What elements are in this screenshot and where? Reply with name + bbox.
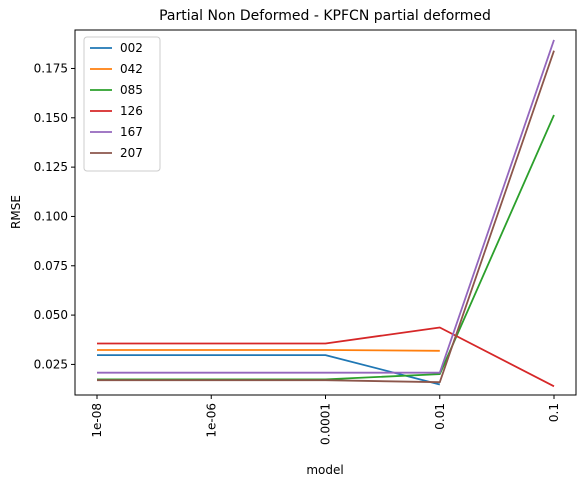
y-axis-label: RMSE — [9, 195, 23, 229]
y-tick-label: 0.150 — [34, 111, 68, 125]
legend-label: 167 — [120, 125, 143, 139]
y-tick-label: 0.050 — [34, 308, 68, 322]
x-tick-label: 0.01 — [433, 403, 447, 430]
x-tick-label: 1e-08 — [90, 403, 104, 438]
series-line-002 — [97, 354, 441, 386]
legend-label: 126 — [120, 104, 143, 118]
legend-box — [83, 36, 161, 172]
series-line-042 — [97, 349, 440, 352]
y-tick-label: 0.100 — [34, 209, 68, 223]
series-lines — [97, 39, 555, 388]
legend-label: 085 — [120, 83, 143, 97]
legend-label: 042 — [120, 62, 143, 76]
x-tick-label: 0.0001 — [319, 403, 333, 445]
series-line-126 — [97, 326, 555, 388]
legend-label: 002 — [120, 41, 143, 55]
x-axis-label: model — [306, 463, 343, 477]
x-tick-label: 0.1 — [547, 403, 561, 422]
legend: 002 042 085 126 167 207 — [83, 36, 161, 172]
y-tick-label: 0.075 — [34, 259, 68, 273]
y-tick-label: 0.025 — [34, 357, 68, 371]
series-line-167 — [97, 39, 555, 374]
y-tick-label: 0.175 — [34, 61, 68, 75]
y-tick-label: 0.125 — [34, 160, 68, 174]
series-line-207 — [97, 50, 555, 384]
y-axis: 0.025 0.050 0.075 0.100 0.125 0.150 0.175 — [34, 61, 75, 371]
x-tick-label: 1e-06 — [204, 403, 218, 438]
x-axis: 1e-08 1e-06 0.0001 0.01 0.1 — [90, 395, 561, 445]
chart-title: Partial Non Deformed - KPFCN partial def… — [159, 8, 491, 24]
legend-label: 207 — [120, 146, 143, 160]
